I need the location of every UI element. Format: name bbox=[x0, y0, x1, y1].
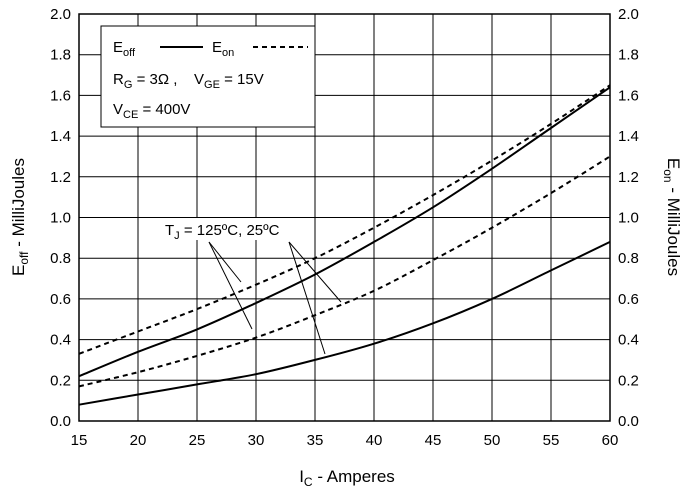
leader-line-25-eoff bbox=[288, 241, 326, 355]
y-tick-label-right: 1.2 bbox=[618, 169, 639, 186]
y-tick-label-left: 0.2 bbox=[50, 372, 71, 389]
series-line-eon-125c bbox=[78, 84, 611, 355]
x-tick-label: 55 bbox=[543, 432, 560, 449]
x-tick-label: 50 bbox=[484, 432, 501, 449]
series-line-eoff-25c bbox=[78, 241, 611, 406]
x-tick-label: 35 bbox=[307, 432, 324, 449]
series-group bbox=[78, 84, 611, 406]
y-tick-label-right: 1.6 bbox=[618, 87, 639, 104]
legend-rg: RG = 3Ω , bbox=[113, 71, 177, 91]
x-tick-label: 60 bbox=[602, 432, 619, 449]
y-tick-label-right: 0.6 bbox=[618, 291, 639, 308]
legend-eon-label: Eon bbox=[212, 39, 234, 59]
annotation-background bbox=[160, 218, 308, 240]
y-tick-label-left: 0.4 bbox=[50, 332, 71, 349]
y-ticks-left: 0.0 0.2 0.4 0.6 0.8 1.0 1.2 1.4 1.6 1.8 2.0 bbox=[50, 6, 71, 430]
y-tick-label-right: 0.4 bbox=[618, 332, 639, 349]
y-tick-label-left: 2.0 bbox=[50, 6, 71, 23]
y-tick-label-left: 1.2 bbox=[50, 169, 71, 186]
series-line-eoff-125c bbox=[78, 86, 611, 378]
leader-line-25-eon bbox=[288, 241, 342, 303]
y-tick-label-right: 2.0 bbox=[618, 6, 639, 23]
y-tick-label-left: 0.6 bbox=[50, 291, 71, 308]
tj-annotation: TJ = 125ºC, 25ºC bbox=[160, 218, 342, 355]
y-tick-label-right: 1.8 bbox=[618, 47, 639, 64]
legend-eoff-label: Eoff bbox=[113, 39, 136, 59]
y-axis-label-right: Eon - MilliJoules bbox=[661, 158, 683, 276]
legend-vce: VCE = 400V bbox=[113, 101, 190, 121]
legend: Eoff Eon RG = 3Ω , VGE = 15V VCE = 400V bbox=[100, 25, 316, 128]
y-tick-label-left: 1.4 bbox=[50, 128, 71, 145]
y-tick-label-right: 0.8 bbox=[618, 250, 639, 267]
y-tick-label-left: 0.8 bbox=[50, 250, 71, 267]
leader-line-125-eoff bbox=[208, 241, 253, 330]
y-tick-label-left: 1.6 bbox=[50, 87, 71, 104]
y-tick-label-left: 0.0 bbox=[50, 413, 71, 430]
annotation-label: TJ = 125ºC, 25ºC bbox=[165, 222, 280, 242]
y-tick-label-right: 0.0 bbox=[618, 413, 639, 430]
x-tick-label: 45 bbox=[425, 432, 442, 449]
legend-vge: VGE = 15V bbox=[194, 71, 264, 91]
y-ticks-right: 0.0 0.2 0.4 0.6 0.8 1.0 1.2 1.4 1.6 1.8 2.0 bbox=[618, 6, 639, 430]
grid bbox=[79, 14, 610, 421]
y-tick-label-right: 0.2 bbox=[618, 372, 639, 389]
x-tick-label: 25 bbox=[189, 432, 206, 449]
x-axis-label: IC - Amperes bbox=[299, 467, 395, 487]
plot-frame bbox=[78, 13, 611, 422]
x-tick-label: 30 bbox=[248, 432, 265, 449]
x-tick-label: 20 bbox=[130, 432, 147, 449]
y-tick-label-right: 1.0 bbox=[618, 210, 639, 227]
y-tick-label-right: 1.4 bbox=[618, 128, 639, 145]
leader-line-125-eon bbox=[208, 241, 242, 283]
legend-box bbox=[100, 25, 316, 128]
y-tick-label-left: 1.0 bbox=[50, 210, 71, 227]
x-tick-label: 15 bbox=[71, 432, 88, 449]
x-ticks: 15 20 25 30 35 40 45 50 55 60 bbox=[71, 432, 619, 449]
x-tick-label: 40 bbox=[366, 432, 383, 449]
y-tick-label-left: 1.8 bbox=[50, 47, 71, 64]
y-axis-label-left: Eoff - MilliJoules bbox=[9, 158, 31, 276]
